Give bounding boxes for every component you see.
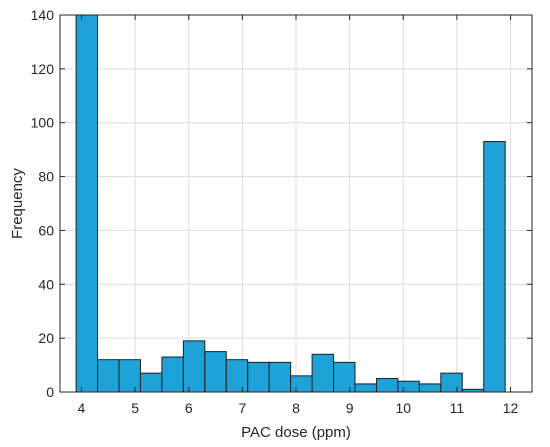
x-tick-label: 9	[346, 400, 354, 416]
histogram-bar	[139, 372, 163, 393]
histogram-bar	[182, 340, 206, 393]
histogram-bars	[75, 14, 506, 393]
y-tick-labels: 0 20 40 60 80 100 120 140	[31, 7, 55, 400]
histogram-bar	[483, 141, 506, 393]
y-tick-label: 60	[38, 222, 54, 238]
histogram-bar	[333, 361, 356, 393]
histogram-bar	[247, 361, 270, 393]
axes	[59, 14, 533, 393]
y-tick-label: 140	[31, 7, 55, 23]
grid-lines	[60, 14, 532, 393]
y-tick-label: 0	[46, 384, 54, 400]
histogram-bar	[354, 383, 377, 393]
y-tick-label: 100	[31, 115, 55, 131]
histogram-bar	[440, 372, 463, 393]
x-tick-label: 5	[131, 400, 139, 416]
y-tick-label: 40	[38, 276, 54, 292]
histogram-bar	[397, 380, 420, 393]
y-axis-label: Frequency	[9, 168, 26, 239]
histogram-bar	[290, 375, 313, 393]
x-axis-label: PAC dose (ppm)	[241, 424, 351, 441]
y-tick-label: 80	[38, 169, 54, 185]
histogram-bar	[418, 383, 442, 393]
x-tick-label: 12	[503, 400, 519, 416]
histogram-bar	[204, 351, 227, 393]
histogram-bar	[161, 356, 184, 393]
histogram-bar	[97, 359, 120, 393]
x-tick-label: 11	[450, 400, 465, 416]
x-tick-label: 6	[185, 400, 193, 416]
histogram-bar	[375, 378, 399, 393]
histogram-bar	[118, 359, 141, 393]
x-tick-labels: 4 5 6 7 8 9 10 11 12	[78, 400, 519, 416]
histogram-bar	[311, 353, 335, 393]
y-tick-label: 120	[31, 61, 55, 77]
histogram-bar	[225, 359, 249, 393]
x-tick-label: 8	[292, 400, 300, 416]
histogram-bar	[75, 14, 99, 393]
y-tick-label: 20	[38, 330, 54, 346]
x-tick-label: 10	[395, 400, 411, 416]
histogram-bar	[268, 361, 292, 393]
x-tick-label: 4	[78, 400, 86, 416]
x-tick-label: 7	[238, 400, 246, 416]
